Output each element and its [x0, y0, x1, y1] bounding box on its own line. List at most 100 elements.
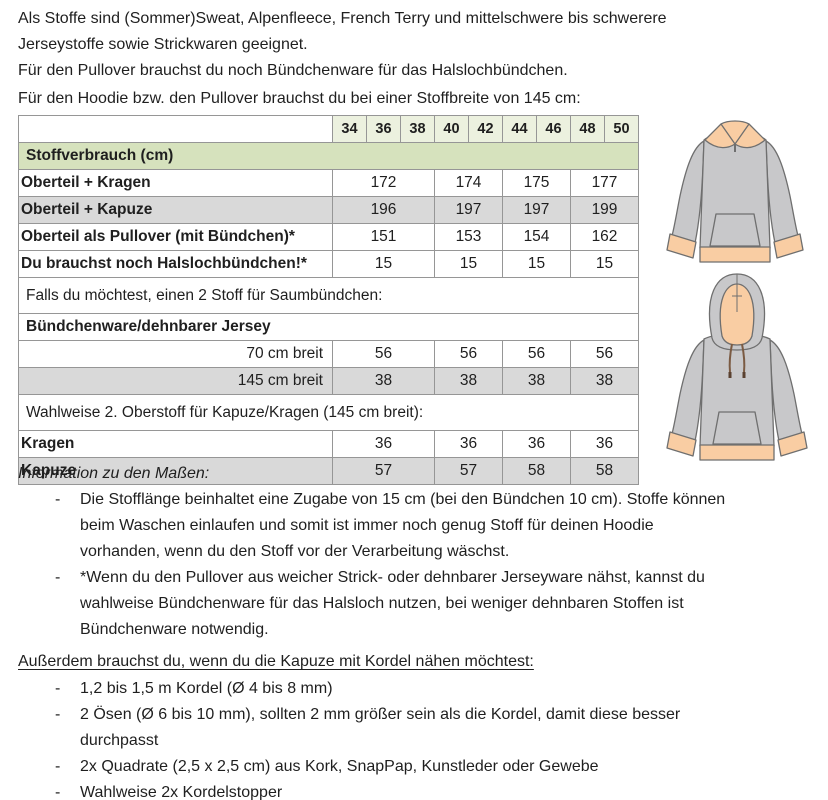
bullet-marker: -	[55, 706, 61, 723]
value-cell: 172	[332, 169, 435, 197]
value-cell: 196	[332, 196, 435, 224]
size-cell: 46	[536, 115, 571, 143]
note-row: Falls du möchtest, einen 2 Stoff für Sau…	[18, 277, 639, 314]
intro-line: Jerseystoffe sowie Strickwaren geeignet.	[18, 36, 308, 53]
list-item: - *Wenn du den Pullover aus weicher Stri…	[55, 565, 775, 643]
row-label: Du brauchst noch Halslochbündchen!*	[18, 250, 333, 278]
value-cell: 57	[332, 457, 435, 485]
size-cell: 48	[570, 115, 605, 143]
section-header-cell: Stoffverbrauch (cm)	[18, 142, 639, 170]
kordel-heading: Außerdem brauchst du, wenn du die Kapuze…	[18, 653, 534, 670]
bullet-text: Wahlweise 2x Kordelstopper	[80, 784, 283, 800]
hoodie-collar-icon	[666, 120, 804, 263]
bullet-marker: -	[55, 758, 61, 775]
value-cell: 58	[570, 457, 639, 485]
list-item: - Die Stofflänge beinhaltet eine Zugabe …	[55, 487, 775, 565]
value-cell: 175	[502, 169, 571, 197]
row-label: Oberteil + Kapuze	[18, 196, 333, 224]
value-cell: 38	[502, 367, 571, 395]
hoodie-hood-up-illustration	[648, 268, 818, 473]
bullet-text: 2x Quadrate (2,5 x 2,5 cm) aus Kork, Sna…	[80, 758, 599, 775]
value-cell: 151	[332, 223, 435, 251]
info-bullet-list: - Die Stofflänge beinhaltet eine Zugabe …	[55, 487, 775, 643]
value-cell: 177	[570, 169, 639, 197]
row-label: Oberteil + Kragen	[18, 169, 333, 197]
intro-paragraph: Als Stoffe sind (Sommer)Sweat, Alpenflee…	[18, 6, 667, 84]
fabric-requirements-table: 34 36 38 40 42 44 46 48 50 Stoffverbrauc…	[18, 115, 639, 485]
value-cell: 15	[434, 250, 503, 278]
row-label: Oberteil als Pullover (mit Bündchen)*	[18, 223, 333, 251]
table-row: Oberteil + Kragen 172 174 175 177	[18, 169, 639, 197]
bullet-marker: -	[55, 784, 61, 800]
bullet-marker: -	[55, 491, 61, 508]
table-row: Kragen 36 36 36 36	[18, 430, 639, 458]
value-cell: 56	[332, 340, 435, 368]
intro-line: Als Stoffe sind (Sommer)Sweat, Alpenflee…	[18, 10, 667, 27]
value-cell: 56	[434, 340, 503, 368]
value-cell: 57	[434, 457, 503, 485]
value-cell: 197	[434, 196, 503, 224]
bullet-text: 1,2 bis 1,5 m Kordel (Ø 4 bis 8 mm)	[80, 680, 333, 697]
value-cell: 197	[502, 196, 571, 224]
info-heading: Information zu den Maßen:	[18, 465, 210, 482]
size-cell: 50	[604, 115, 639, 143]
note-cell: Wahlweise 2. Oberstoff für Kapuze/Kragen…	[18, 394, 639, 431]
bullet-marker: -	[55, 680, 61, 697]
table-row: Oberteil + Kapuze 196 197 197 199	[18, 196, 639, 224]
row-label: 145 cm breit	[18, 367, 333, 395]
value-cell: 38	[332, 367, 435, 395]
kordel-bullet-list: - 1,2 bis 1,5 m Kordel (Ø 4 bis 8 mm) - …	[55, 676, 775, 800]
row-label: Kapuze	[18, 457, 333, 485]
table-row: Kapuze 57 57 58 58	[18, 457, 639, 485]
table-row: 70 cm breit 56 56 56 56	[18, 340, 639, 368]
note-row: Wahlweise 2. Oberstoff für Kapuze/Kragen…	[18, 394, 639, 431]
value-cell: 36	[502, 430, 571, 458]
list-item: - 2 Ösen (Ø 6 bis 10 mm), sollten 2 mm g…	[55, 702, 775, 754]
bullet-text: *Wenn du den Pullover aus weicher Strick…	[80, 569, 705, 638]
value-cell: 36	[570, 430, 639, 458]
value-cell: 174	[434, 169, 503, 197]
value-cell: 154	[502, 223, 571, 251]
list-item: - 2x Quadrate (2,5 x 2,5 cm) aus Kork, S…	[55, 754, 775, 780]
section-header-row: Stoffverbrauch (cm)	[18, 142, 639, 170]
subsection-header-row: Bündchenware/dehnbarer Jersey	[18, 313, 639, 341]
size-cell: 36	[366, 115, 401, 143]
value-cell: 15	[502, 250, 571, 278]
value-cell: 162	[570, 223, 639, 251]
hoodie-hood-up-icon	[666, 273, 808, 461]
row-label: 70 cm breit	[18, 340, 333, 368]
value-cell: 153	[434, 223, 503, 251]
value-cell: 36	[434, 430, 503, 458]
size-cell: 42	[468, 115, 503, 143]
row-label: Kragen	[18, 430, 333, 458]
value-cell: 199	[570, 196, 639, 224]
value-cell: 38	[570, 367, 639, 395]
value-cell: 38	[434, 367, 503, 395]
table-row: Oberteil als Pullover (mit Bündchen)* 15…	[18, 223, 639, 251]
value-cell: 58	[502, 457, 571, 485]
size-cell: 34	[332, 115, 367, 143]
bullet-marker: -	[55, 569, 61, 586]
size-cell: 44	[502, 115, 537, 143]
size-cell: 40	[434, 115, 469, 143]
fabric-width-line: Für den Hoodie bzw. den Pullover brauchs…	[18, 90, 581, 107]
bullet-text: Die Stofflänge beinhaltet eine Zugabe vo…	[80, 491, 726, 560]
value-cell: 15	[332, 250, 435, 278]
table-row: Du brauchst noch Halslochbündchen!* 15 1…	[18, 250, 639, 278]
table-row: 145 cm breit 38 38 38 38	[18, 367, 639, 395]
value-cell: 36	[332, 430, 435, 458]
intro-line: Für den Pullover brauchst du noch Bündch…	[18, 62, 568, 79]
empty-header-cell	[18, 115, 333, 143]
size-header-row: 34 36 38 40 42 44 46 48 50	[18, 115, 639, 143]
list-item: - Wahlweise 2x Kordelstopper	[55, 780, 775, 800]
value-cell: 56	[502, 340, 571, 368]
bullet-text: 2 Ösen (Ø 6 bis 10 mm), sollten 2 mm grö…	[80, 706, 681, 749]
size-cell: 38	[400, 115, 435, 143]
value-cell: 15	[570, 250, 639, 278]
hoodie-front-illustration	[648, 116, 818, 277]
note-cell: Falls du möchtest, einen 2 Stoff für Sau…	[18, 277, 639, 314]
list-item: - 1,2 bis 1,5 m Kordel (Ø 4 bis 8 mm)	[55, 676, 775, 702]
value-cell: 56	[570, 340, 639, 368]
subsection-header-cell: Bündchenware/dehnbarer Jersey	[18, 313, 639, 341]
